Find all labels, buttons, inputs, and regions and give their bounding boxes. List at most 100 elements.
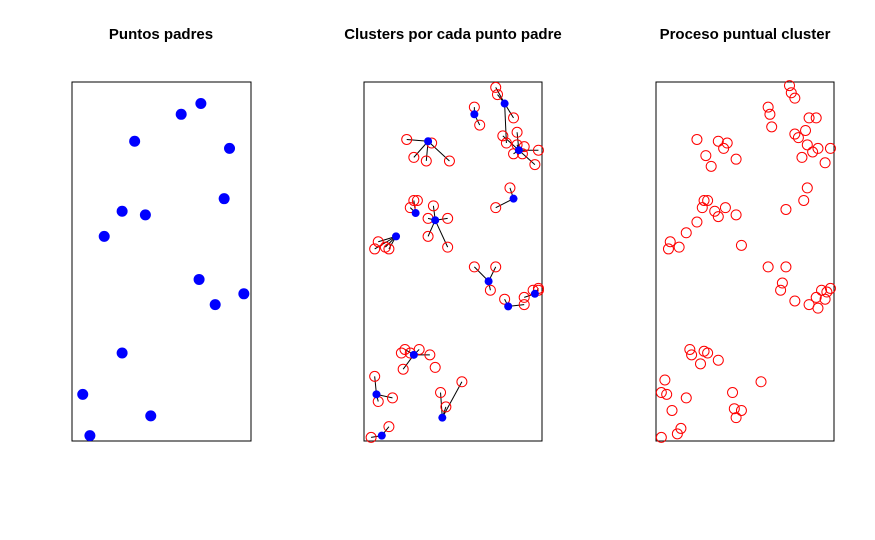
offspring-point	[655, 387, 667, 399]
offspring-point	[468, 261, 480, 273]
offspring-point	[698, 194, 710, 206]
offspring-point	[511, 126, 523, 138]
parent-point	[139, 209, 151, 221]
offspring-point	[659, 374, 671, 386]
offspring-point	[365, 431, 377, 443]
parent-point	[392, 232, 401, 241]
offspring-point	[662, 243, 674, 255]
offspring-point	[691, 216, 703, 228]
offspring-point	[529, 159, 541, 171]
offspring-point	[719, 202, 731, 214]
offspring-point	[404, 202, 416, 214]
offspring-point	[789, 128, 801, 140]
offspring-point	[784, 80, 795, 92]
parent-point	[218, 193, 230, 205]
offspring-point	[691, 133, 703, 145]
cluster-link	[434, 220, 449, 248]
offspring-point	[497, 130, 509, 142]
offspring-point	[764, 108, 776, 120]
offspring-point	[812, 142, 824, 154]
offspring-point	[369, 370, 381, 382]
offspring-point	[504, 182, 516, 194]
plot-frame	[71, 81, 252, 442]
offspring-point	[798, 194, 810, 206]
offspring-point	[785, 87, 797, 99]
parent-point	[500, 99, 509, 108]
offspring-points	[655, 80, 836, 443]
offspring-point	[727, 387, 739, 399]
offspring-point	[816, 284, 828, 296]
offspring-point	[780, 203, 792, 215]
offspring-point	[680, 392, 692, 404]
parent-point	[431, 216, 440, 225]
parent-point	[98, 230, 110, 242]
offspring-point	[680, 227, 692, 239]
parent-point	[195, 98, 207, 110]
offspring-point	[369, 243, 381, 255]
offspring-point	[484, 284, 496, 296]
cluster-link	[504, 103, 507, 144]
offspring-point	[730, 412, 742, 424]
offspring-point	[803, 112, 815, 124]
offspring-point	[443, 155, 455, 167]
offspring-point	[397, 363, 409, 375]
offspring-point	[789, 92, 801, 104]
offspring-point	[702, 194, 714, 206]
offspring-point	[762, 101, 774, 113]
offspring-point	[508, 112, 520, 124]
offspring-point	[408, 151, 420, 163]
offspring-point	[664, 236, 676, 248]
offspring-point	[675, 422, 687, 434]
offspring-point	[812, 302, 824, 314]
parent-point	[514, 146, 523, 155]
offspring-point	[435, 387, 447, 399]
panel-title: Proceso puntual cluster	[660, 26, 831, 43]
offspring-point	[705, 160, 717, 172]
parent-point	[129, 135, 141, 147]
parent-point	[470, 110, 479, 119]
parent-point	[411, 209, 420, 218]
offspring-point	[440, 401, 452, 413]
offspring-point	[386, 392, 398, 404]
offspring-point	[762, 261, 774, 273]
parent-point	[145, 410, 157, 422]
offspring-point	[766, 121, 778, 133]
panel-title: Puntos padres	[109, 26, 213, 43]
offspring-point	[700, 150, 712, 162]
offspring-point	[824, 142, 836, 154]
plot-frame	[363, 81, 543, 442]
panel-clusters: Clusters por cada punto padre	[344, 26, 562, 443]
offspring-point	[442, 212, 454, 224]
offspring-point	[500, 137, 512, 149]
parent-point	[84, 430, 96, 442]
parent-point	[224, 142, 236, 154]
offspring-point	[442, 241, 454, 253]
offspring-point	[824, 282, 836, 294]
parent-point	[372, 390, 381, 399]
cluster-link	[427, 140, 450, 162]
offspring-point	[807, 146, 819, 158]
offspring-point	[730, 153, 742, 165]
offspring-point	[661, 388, 673, 400]
offspring-point	[776, 277, 788, 289]
offspring-point	[709, 205, 721, 217]
cluster-links	[371, 87, 539, 438]
offspring-point	[735, 239, 747, 251]
parent-point	[438, 413, 447, 422]
offspring-point	[728, 403, 740, 415]
offspring-point	[801, 182, 813, 194]
offspring-point	[712, 211, 724, 223]
parent-point	[409, 350, 418, 359]
parent-points	[77, 98, 250, 442]
parent-point	[424, 137, 433, 146]
offspring-point	[420, 155, 432, 167]
parent-point	[504, 302, 513, 311]
offspring-point	[789, 295, 801, 307]
parent-point	[175, 108, 187, 120]
cluster-points	[365, 81, 544, 443]
offspring-point	[780, 261, 792, 273]
offspring-point	[792, 132, 804, 144]
offspring-point	[800, 124, 812, 136]
parent-point	[238, 288, 250, 300]
